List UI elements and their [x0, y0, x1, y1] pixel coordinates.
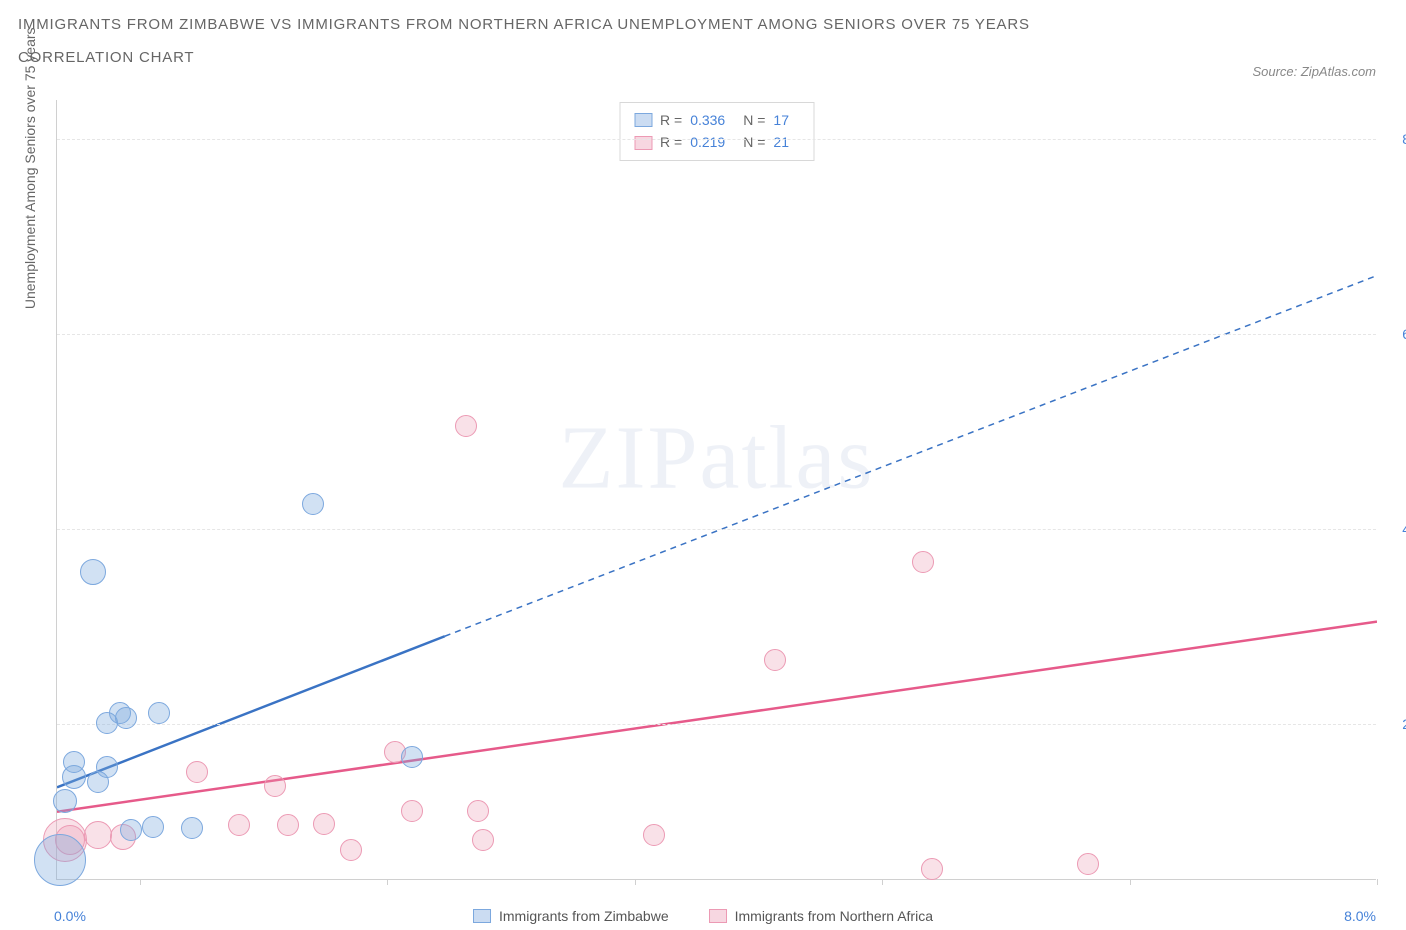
chart-area: ZIPatlas R =0.336N =17R =0.219N =21 20.0… — [56, 100, 1376, 880]
pink-bubble — [228, 814, 250, 836]
blue-bubble — [53, 789, 77, 813]
r-value: 0.219 — [690, 131, 725, 153]
legend-item: Immigrants from Northern Africa — [709, 908, 933, 924]
x-tick — [1130, 879, 1131, 885]
chart-subtitle: CORRELATION CHART — [18, 49, 1030, 66]
blue-bubble — [142, 816, 164, 838]
watermark: ZIPatlas — [559, 407, 875, 510]
blue-bubble — [401, 746, 423, 768]
blue-swatch-icon — [634, 113, 652, 127]
blue-bubble — [302, 493, 324, 515]
stats-legend-box: R = 0.336 N = 17 R = 0.219 N = 21 — [619, 102, 814, 161]
pink-bubble — [84, 821, 112, 849]
pink-bubble — [186, 761, 208, 783]
pink-bubble — [912, 551, 934, 573]
x-tick — [882, 879, 883, 885]
pink-bubble — [643, 824, 665, 846]
x-tick — [140, 879, 141, 885]
pink-swatch-icon — [709, 909, 727, 923]
blue-bubble — [34, 834, 86, 886]
y-tick-label: 60.0% — [1402, 326, 1406, 342]
pink-bubble — [264, 775, 286, 797]
stats-row: R = 0.336 N = 17 — [634, 109, 799, 131]
y-tick-label: 80.0% — [1402, 131, 1406, 147]
legend-label: Immigrants from Northern Africa — [735, 908, 933, 924]
pink-bubble — [921, 858, 943, 880]
legend-label: Immigrants from Zimbabwe — [499, 908, 669, 924]
n-label: N = — [743, 109, 765, 131]
y-tick-label: 20.0% — [1402, 716, 1406, 732]
bottom-legend: Immigrants from Zimbabwe Immigrants from … — [473, 908, 933, 924]
pink-bubble — [764, 649, 786, 671]
pink-swatch-icon — [634, 136, 652, 150]
y-axis-label: Unemployment Among Seniors over 75 years — [22, 27, 38, 309]
pink-bubble — [277, 814, 299, 836]
gridline — [57, 724, 1376, 725]
blue-bubble — [120, 819, 142, 841]
n-value: 17 — [773, 109, 789, 131]
y-tick-label: 40.0% — [1402, 521, 1406, 537]
x-tick — [1377, 879, 1378, 885]
pink-bubble — [467, 800, 489, 822]
pink-bubble — [401, 800, 423, 822]
gridline — [57, 529, 1376, 530]
x-tick — [635, 879, 636, 885]
x-tick — [387, 879, 388, 885]
pink-bubble — [340, 839, 362, 861]
blue-bubble — [96, 756, 118, 778]
pink-bubble — [472, 829, 494, 851]
legend-item: Immigrants from Zimbabwe — [473, 908, 669, 924]
blue-bubble — [63, 751, 85, 773]
trend-lines — [57, 100, 1377, 880]
blue-bubble — [80, 559, 106, 585]
x-axis-end-label: 8.0% — [1344, 908, 1376, 924]
gridline — [57, 139, 1376, 140]
chart-title: IMMIGRANTS FROM ZIMBABWE VS IMMIGRANTS F… — [18, 14, 1030, 37]
blue-bubble — [148, 702, 170, 724]
source-label: Source: ZipAtlas.com — [1252, 64, 1376, 79]
n-label: N = — [743, 131, 765, 153]
blue-swatch-icon — [473, 909, 491, 923]
pink-bubble — [455, 415, 477, 437]
r-label: R = — [660, 131, 682, 153]
r-value: 0.336 — [690, 109, 725, 131]
pink-bubble — [313, 813, 335, 835]
x-axis-start-label: 0.0% — [54, 908, 86, 924]
blue-bubble — [181, 817, 203, 839]
stats-row: R = 0.219 N = 21 — [634, 131, 799, 153]
plot-region: ZIPatlas R =0.336N =17R =0.219N =21 20.0… — [56, 100, 1376, 880]
n-value: 21 — [773, 131, 789, 153]
r-label: R = — [660, 109, 682, 131]
blue-bubble — [115, 707, 137, 729]
pink-bubble — [1077, 853, 1099, 875]
gridline — [57, 334, 1376, 335]
